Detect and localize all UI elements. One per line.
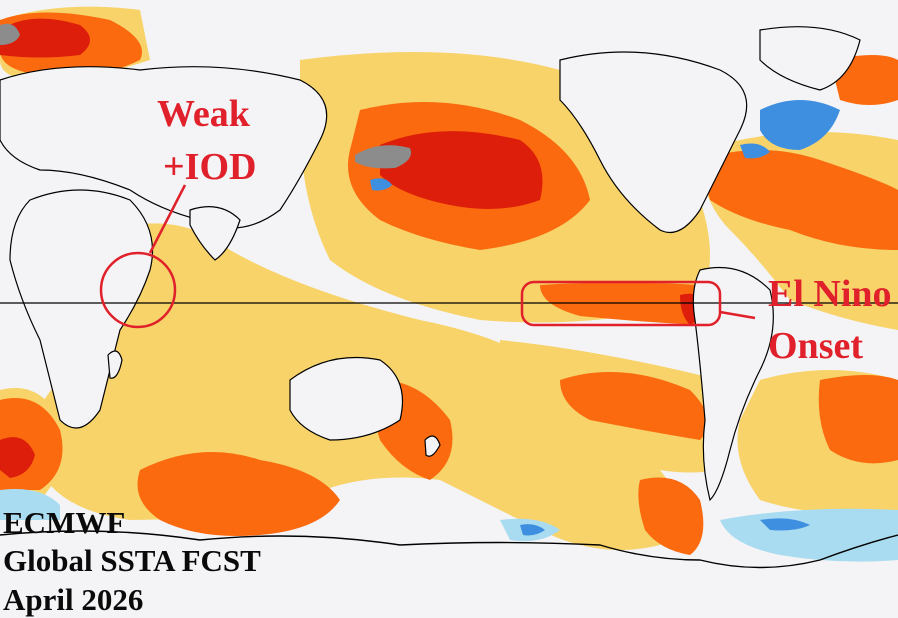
title-line-product: Global SSTA FCST: [3, 543, 261, 578]
iod-circle-annotation: [99, 251, 177, 329]
iod-pointer-line: [148, 184, 187, 254]
title-line-date: April 2026: [3, 582, 144, 617]
enso-label-line2: Onset: [768, 325, 863, 367]
south-america: [692, 266, 774, 502]
enso-pointer-line: [719, 310, 756, 320]
greenland: [759, 26, 861, 91]
iod-label-line1: Weak: [157, 93, 250, 135]
new-zealand: [424, 435, 441, 457]
antarctica-coast: [0, 530, 898, 569]
strong-warm-anomaly-regions: [0, 18, 705, 478]
continent-outlines: [0, 26, 861, 502]
madagascar: [107, 350, 123, 379]
eurasia: [0, 66, 328, 229]
india: [189, 206, 241, 261]
north-america: [559, 51, 748, 234]
iod-label-line2: +IOD: [163, 146, 257, 188]
enso-box-annotation: [520, 280, 722, 327]
enso-label-line1: El Nino: [768, 273, 892, 315]
australia: [289, 356, 404, 441]
very-strong-warm-anomaly-regions: [0, 23, 411, 169]
africa: [9, 189, 154, 429]
title-line-model: ECMWF: [3, 505, 126, 540]
